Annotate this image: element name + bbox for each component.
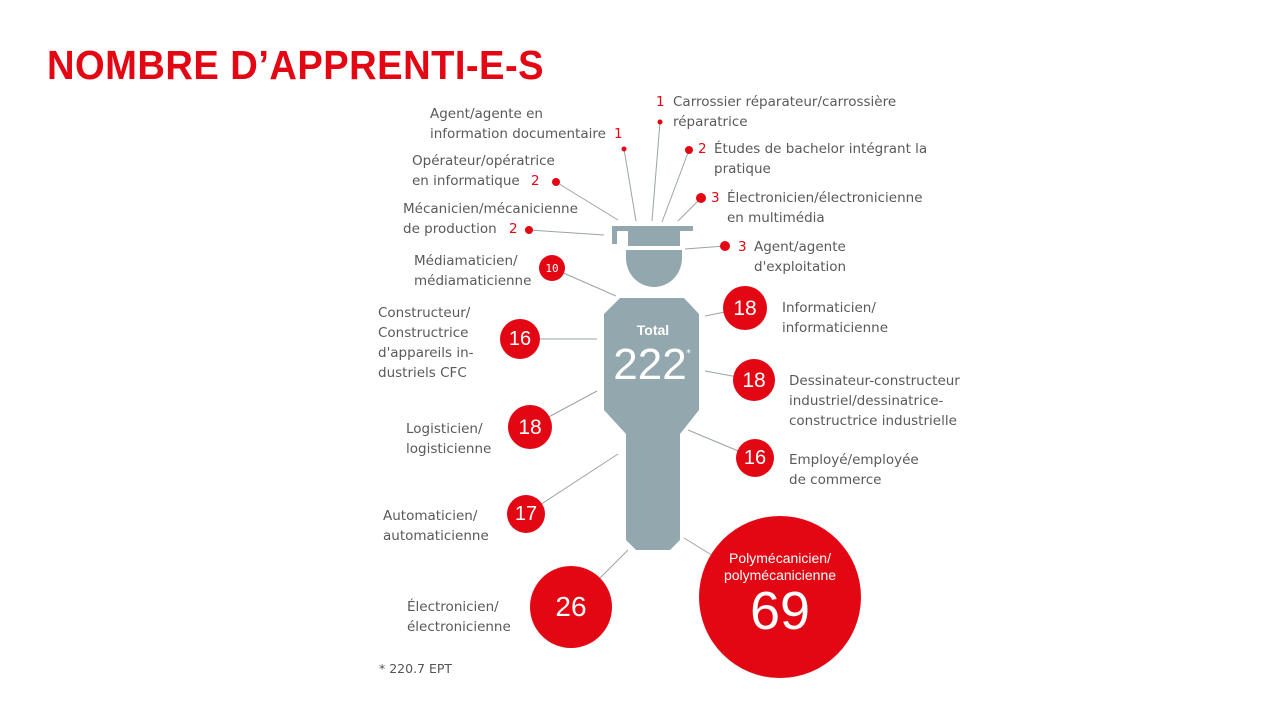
item-value: 1 bbox=[656, 94, 665, 110]
item-value: 3 bbox=[711, 190, 720, 206]
item-value: 2 bbox=[509, 221, 518, 237]
page-title: NOMBRE D’APPRENTI-E-S bbox=[47, 42, 545, 88]
item-value: 26 bbox=[555, 591, 587, 622]
value-bubble: 26 bbox=[530, 566, 612, 648]
item-label: Polymécanicien/ polymécanicienne bbox=[723, 550, 837, 583]
value-dot bbox=[552, 178, 560, 186]
total-footnote-marker: * bbox=[686, 348, 691, 359]
value-bubble: 16 bbox=[736, 439, 774, 477]
item-label: Mécanicien/mécanicienne de production bbox=[403, 201, 578, 237]
connector-line bbox=[677, 197, 702, 222]
item-value: 17 bbox=[514, 503, 538, 525]
total-value: 222 bbox=[613, 340, 687, 389]
hat-brim bbox=[612, 226, 693, 231]
value-bubble: 18 bbox=[723, 286, 767, 330]
hat-cap bbox=[628, 230, 680, 246]
item-label: Électronicien/électronicienne en multimé… bbox=[727, 190, 923, 226]
value-dot bbox=[621, 146, 627, 152]
connector-line bbox=[651, 121, 661, 222]
value-bubble: 18 bbox=[733, 359, 775, 401]
item-label: Constructeur/ Constructrice d'appareils … bbox=[378, 305, 474, 381]
item-label: Employé/employée de commerce bbox=[789, 452, 919, 488]
item-label: Automaticien/ automaticienne bbox=[383, 508, 489, 544]
item-value: 18 bbox=[742, 368, 766, 392]
item-value: 2 bbox=[531, 173, 540, 189]
value-bubble: Polymécanicien/ polymécanicienne 69 bbox=[699, 516, 861, 678]
item-label: Médiamaticien/ médiamaticienne bbox=[414, 253, 532, 289]
connector-line bbox=[684, 245, 726, 250]
item-label: Agent/agente d'exploitation bbox=[754, 239, 847, 275]
item-value: 16 bbox=[508, 328, 532, 350]
connector-line bbox=[528, 229, 605, 236]
value-bubble: 16 bbox=[500, 319, 540, 359]
connector-line bbox=[555, 181, 619, 221]
item-label: Études de bachelor intégrant la pratique bbox=[714, 141, 928, 177]
item-value: 1 bbox=[614, 126, 623, 142]
item-value: 10 bbox=[545, 261, 559, 275]
item-value: 18 bbox=[518, 415, 542, 439]
value-dot bbox=[696, 193, 706, 203]
item-value: 2 bbox=[698, 141, 707, 157]
value-dot bbox=[685, 146, 693, 154]
hat-post bbox=[612, 226, 617, 244]
value-bubble: 17 bbox=[507, 495, 545, 533]
figure-head bbox=[626, 250, 682, 287]
item-label: Informaticien/ informaticienne bbox=[782, 300, 888, 336]
value-dot bbox=[720, 241, 730, 251]
item-label: Dessinateur-constructeur industriel/dess… bbox=[789, 373, 960, 429]
item-label: Logisticien/ logisticienne bbox=[406, 421, 492, 457]
total-label: Total bbox=[636, 322, 670, 338]
item-value: 69 bbox=[749, 581, 811, 641]
value-bubble: 18 bbox=[508, 405, 552, 449]
footnote: * 220.7 EPT bbox=[379, 661, 453, 676]
item-label: Électronicien/ électronicienne bbox=[407, 599, 511, 635]
item-label: Carrossier réparateur/carrossière répara… bbox=[673, 94, 897, 130]
item-value: 18 bbox=[733, 296, 757, 320]
value-dot bbox=[525, 226, 533, 234]
item-label: Opérateur/opératrice en informatique bbox=[412, 153, 555, 189]
item-label: Agent/agente en information documentaire bbox=[430, 106, 606, 142]
value-bubble: 10 bbox=[539, 255, 565, 281]
value-dot bbox=[657, 119, 663, 125]
connector-line bbox=[661, 149, 690, 223]
figure-body bbox=[604, 298, 699, 550]
item-value: 16 bbox=[743, 447, 767, 469]
connector-line bbox=[623, 148, 637, 222]
item-value: 3 bbox=[738, 239, 747, 255]
